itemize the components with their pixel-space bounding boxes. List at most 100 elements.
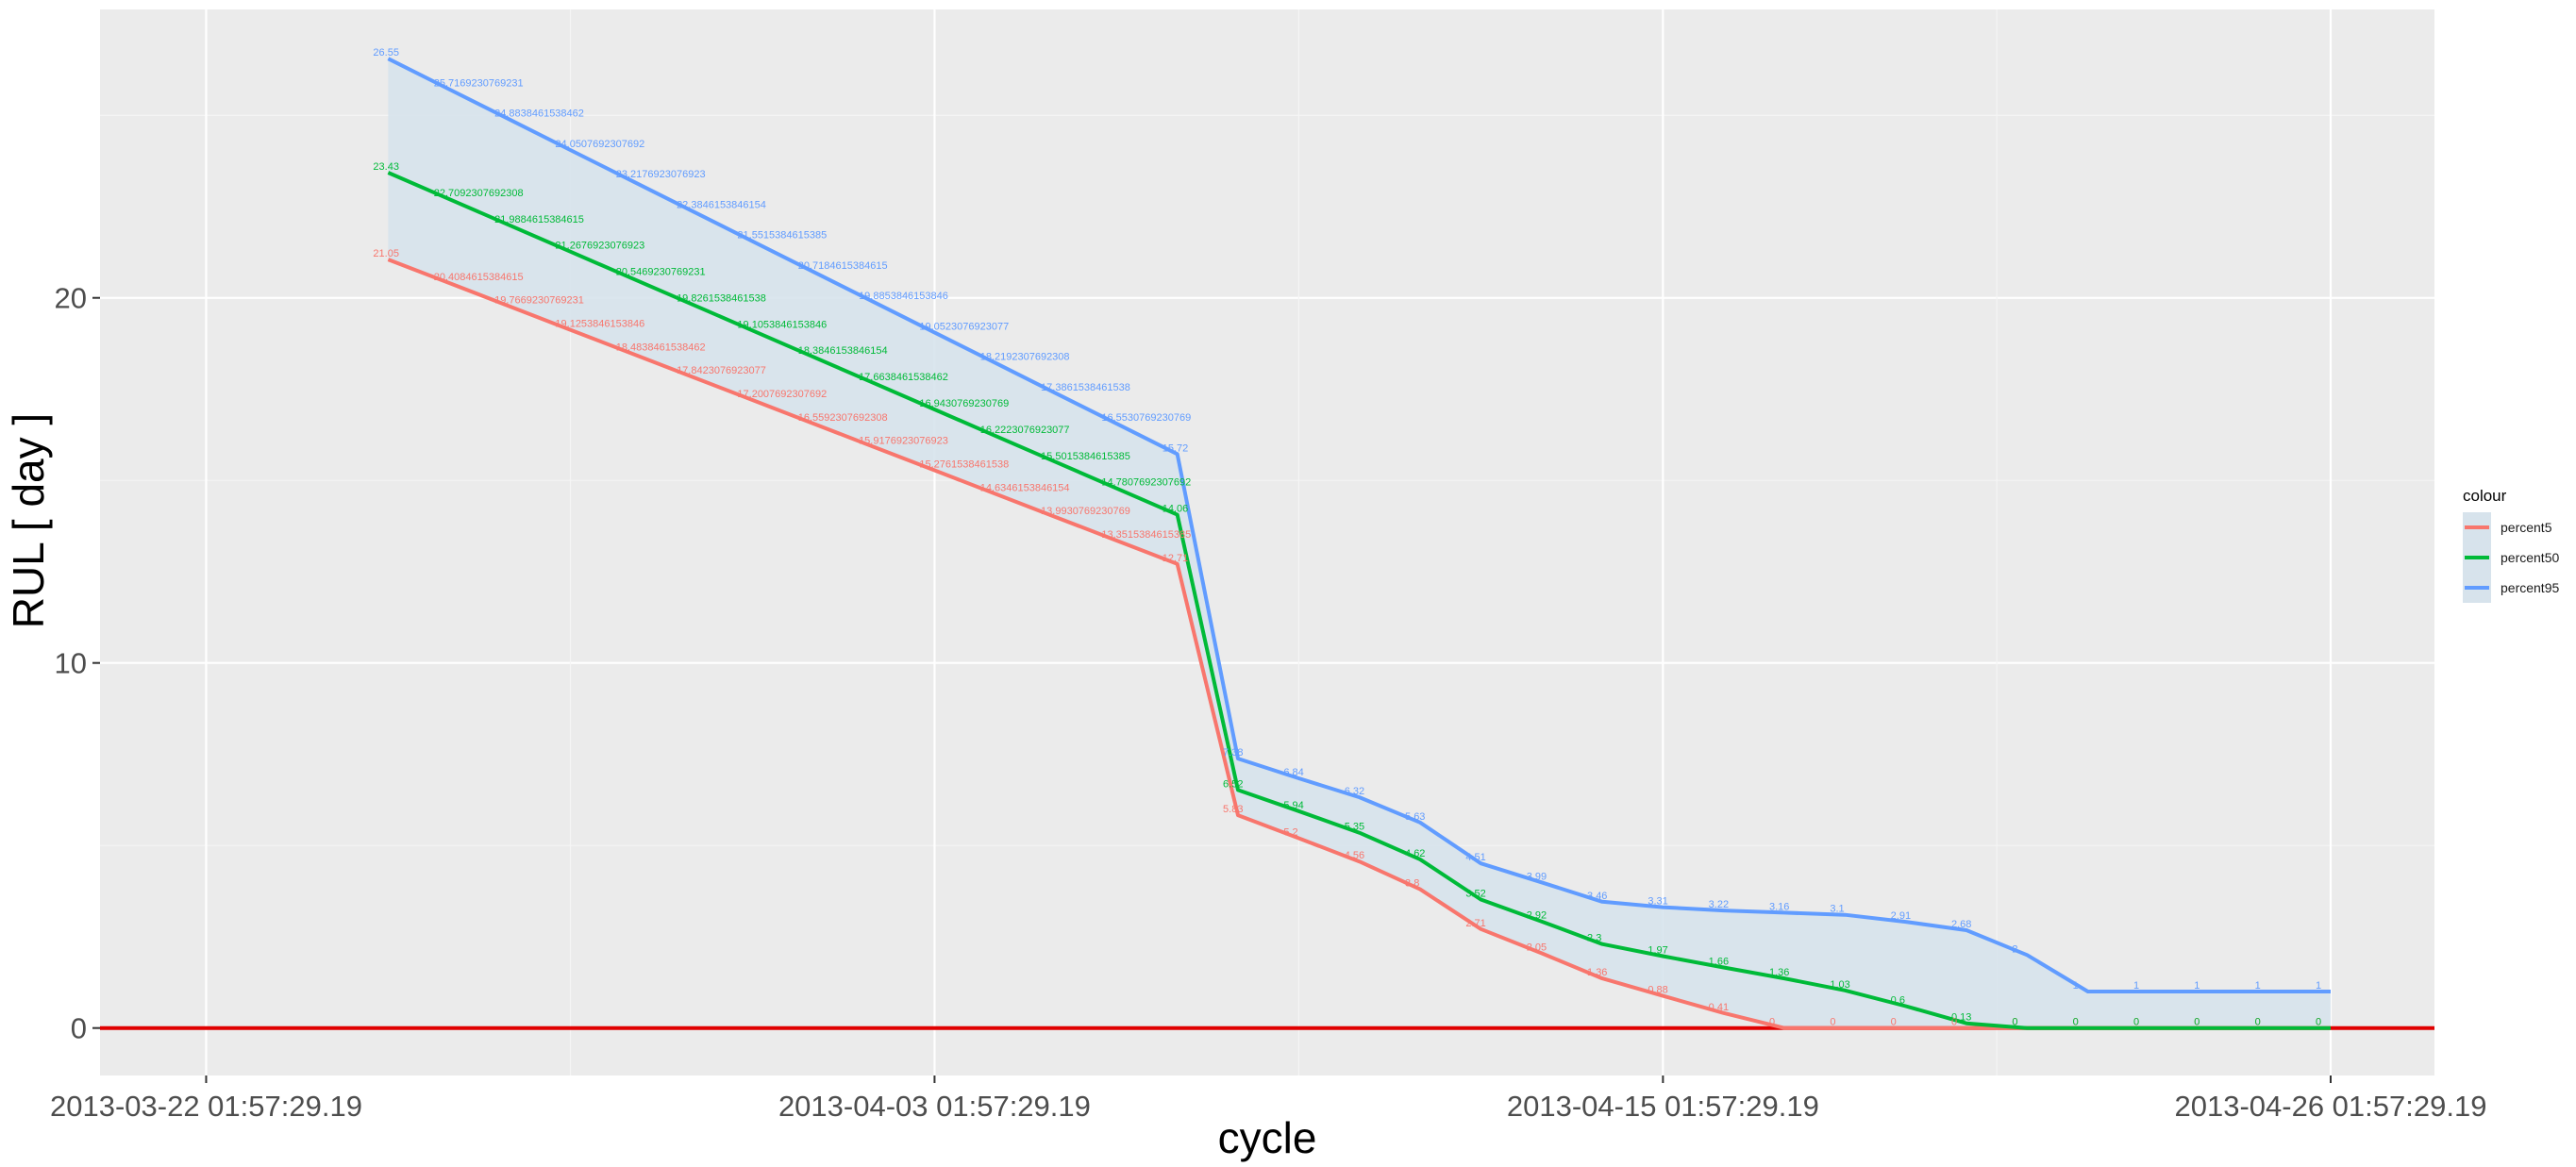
- point-label-percent5: 3.8: [1405, 878, 1419, 890]
- point-label-percent50: 0: [2133, 1017, 2139, 1028]
- point-label-percent50: 23.43: [373, 161, 399, 173]
- point-label-percent95: 1: [2194, 980, 2200, 992]
- legend-label-percent5: percent5: [2501, 520, 2552, 535]
- point-label-percent50: 19.8261538461538: [677, 292, 766, 304]
- point-label-percent50: 14.06: [1163, 504, 1189, 515]
- point-label-percent5: 13.9930769230769: [1041, 506, 1130, 517]
- point-label-percent50: 1.03: [1830, 979, 1849, 991]
- point-label-percent95: 1: [2133, 980, 2139, 992]
- point-label-percent5: 19.7669230769231: [494, 295, 584, 307]
- point-label-percent5: 5.83: [1223, 804, 1243, 815]
- point-label-percent50: 0: [2316, 1017, 2321, 1028]
- point-label-percent5: 15.9176923076923: [859, 436, 948, 447]
- point-label-percent5: 4.56: [1345, 850, 1364, 861]
- point-label-percent95: 19.8853846153846: [859, 291, 948, 302]
- point-label-percent5: 0: [2316, 1017, 2321, 1028]
- point-label-percent50: 20.5469230769231: [616, 267, 706, 278]
- point-label-percent50: 21.9884615384615: [494, 214, 584, 225]
- point-label-percent95: 4.51: [1465, 852, 1485, 863]
- point-label-percent95: 2.91: [1891, 910, 1911, 922]
- x-tick-label: 2013-04-26 01:57:29.19: [2175, 1090, 2487, 1123]
- point-label-percent50: 0: [2012, 1017, 2017, 1028]
- point-label-percent50: 0: [2194, 1017, 2200, 1028]
- point-label-percent95: 3.99: [1527, 871, 1547, 882]
- point-label-percent5: 1.36: [1587, 967, 1607, 978]
- point-label-percent50: 0.6: [1891, 994, 1905, 1006]
- y-tick-label: 20: [55, 282, 87, 315]
- point-label-percent5: 0: [1769, 1017, 1775, 1028]
- point-label-percent95: 3.22: [1709, 899, 1729, 910]
- point-label-percent50: 0.13: [1951, 1012, 1971, 1024]
- point-label-percent95: 1: [2316, 980, 2321, 992]
- point-label-percent95: 19.0523076923077: [919, 321, 1009, 332]
- point-label-percent50: 2.3: [1587, 933, 1601, 944]
- point-label-percent95: 17.3861538461538: [1041, 382, 1130, 393]
- point-label-percent95: 1: [2255, 980, 2261, 992]
- x-axis-title: cycle: [1218, 1113, 1317, 1162]
- point-label-percent95: 6.32: [1345, 786, 1364, 797]
- point-label-percent50: 18.3846153846154: [798, 345, 888, 357]
- point-label-percent95: 15.72: [1163, 442, 1189, 454]
- point-label-percent50: 16.9430769230769: [919, 398, 1009, 409]
- point-label-percent5: 17.8423076923077: [677, 365, 766, 376]
- point-label-percent50: 21.2676923076923: [555, 241, 644, 252]
- point-label-percent95: 20.7184615384615: [798, 260, 888, 272]
- legend-label-percent50: percent50: [2501, 550, 2559, 565]
- point-label-percent5: 5.2: [1283, 826, 1297, 838]
- point-label-percent50: 3.52: [1465, 888, 1485, 899]
- point-label-percent95: 18.2192307692308: [980, 352, 1070, 363]
- point-label-percent5: 2.71: [1465, 918, 1485, 929]
- point-label-percent50: 6.52: [1223, 778, 1243, 790]
- point-label-percent95: 16.5530769230769: [1101, 412, 1191, 424]
- y-axis-ticks: 0 10 20: [55, 282, 100, 1045]
- point-label-percent95: 3.1: [1830, 904, 1844, 915]
- point-label-percent95: 2: [2012, 943, 2017, 955]
- point-label-percent5: 12.71: [1163, 553, 1189, 564]
- legend-title: colour: [2463, 487, 2507, 505]
- point-label-percent50: 0: [2255, 1017, 2261, 1028]
- point-label-percent5: 18.4838461538462: [616, 342, 706, 353]
- point-label-percent5: 0: [1830, 1017, 1835, 1028]
- point-label-percent50: 19.1053846153846: [737, 319, 827, 330]
- point-label-percent5: 20.4084615384615: [434, 272, 524, 283]
- point-label-percent95: 24.8838461538462: [494, 108, 584, 120]
- legend-label-percent95: percent95: [2501, 580, 2559, 595]
- line-percent50: [387, 171, 2331, 1030]
- x-tick-label: 2013-03-22 01:57:29.19: [50, 1090, 362, 1123]
- point-label-percent50: 15.5015384615385: [1041, 451, 1130, 462]
- point-label-percent5: 0: [1891, 1017, 1897, 1028]
- point-label-percent50: 14.7807692307692: [1101, 477, 1191, 489]
- point-label-percent95: 6.84: [1283, 767, 1303, 778]
- point-label-percent95: 7.38: [1223, 747, 1243, 759]
- point-label-percent5: 13.3515384615385: [1101, 529, 1191, 541]
- point-label-percent95: 1: [2073, 980, 2079, 992]
- point-label-percent5: 0.41: [1709, 1002, 1729, 1013]
- point-label-percent95: 3.16: [1769, 901, 1789, 912]
- y-axis-title: RUL [ day ]: [4, 413, 53, 628]
- point-label-percent50: 5.94: [1283, 800, 1303, 811]
- series-lines: [387, 57, 2331, 1030]
- point-label-percent95: 3.31: [1648, 896, 1667, 908]
- point-label-percent5: 2.05: [1527, 942, 1547, 953]
- point-label-percent50: 1.36: [1769, 967, 1789, 978]
- point-label-percent50: 1.97: [1648, 944, 1667, 956]
- point-label-percent95: 5.63: [1405, 811, 1425, 823]
- point-label-percent5: 0: [2194, 1017, 2200, 1028]
- point-label-percent50: 2.92: [1527, 910, 1547, 922]
- point-label-percent5: 16.5592307692308: [798, 412, 888, 424]
- point-label-percent5: 17.2007692307692: [737, 389, 827, 400]
- point-label-percent95: 3.46: [1587, 891, 1607, 902]
- point-label-percent5: 21.05: [373, 248, 399, 259]
- point-label-percent50: 4.62: [1405, 848, 1425, 859]
- point-label-percent5: 15.2761538461538: [919, 459, 1009, 471]
- x-axis-ticks: 2013-03-22 01:57:29.19 2013-04-03 01:57:2…: [50, 1075, 2486, 1123]
- point-label-percent5: 0: [2255, 1017, 2261, 1028]
- point-label-percent95: 21.5515384615385: [737, 230, 827, 242]
- point-label-percent95: 2.68: [1951, 919, 1971, 930]
- point-label-percent50: 5.35: [1345, 822, 1364, 833]
- point-label-percent5: 0: [1951, 1017, 1957, 1028]
- x-tick-label: 2013-04-15 01:57:29.19: [1507, 1090, 1819, 1123]
- point-label-percent5: 0.88: [1648, 985, 1667, 996]
- point-label-percent50: 22.7092307692308: [434, 188, 524, 199]
- x-tick-label: 2013-04-03 01:57:29.19: [778, 1090, 1091, 1123]
